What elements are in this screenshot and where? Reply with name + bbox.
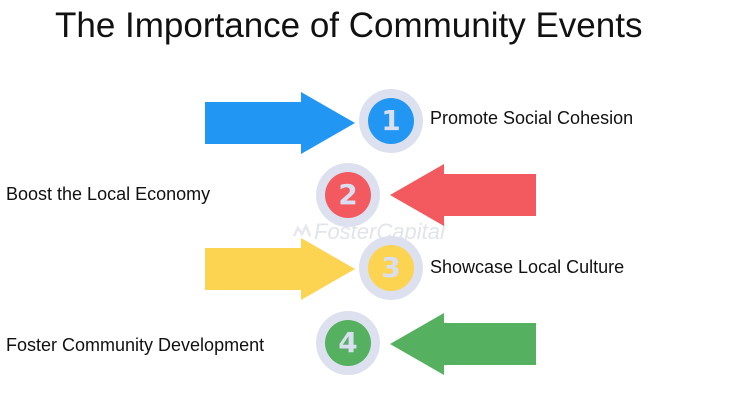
step-number-1: 1 [368,98,414,144]
arrow-right-yellow-icon [205,238,355,300]
arrow-left-green-icon [390,313,536,375]
step-badge-2: 2 [316,163,380,227]
page-title: The Importance of Community Events [55,6,643,45]
arrow-left-red-icon [390,164,536,226]
arrow-right-blue-icon [205,92,355,154]
step-badge-1: 1 [359,89,423,153]
step-number-2: 2 [325,172,371,218]
step-label-1: Promote Social Cohesion [430,108,634,128]
step-number-4: 4 [325,320,371,366]
step-label-2: Boost the Local Economy [6,184,211,204]
watermark-logo-icon [292,224,312,237]
step-badge-4: 4 [316,311,380,375]
step-label-4: Foster Community Development [6,335,265,355]
step-badge-3: 3 [359,236,423,300]
step-number-3: 3 [368,245,414,291]
step-label-3: Showcase Local Culture [430,257,625,277]
